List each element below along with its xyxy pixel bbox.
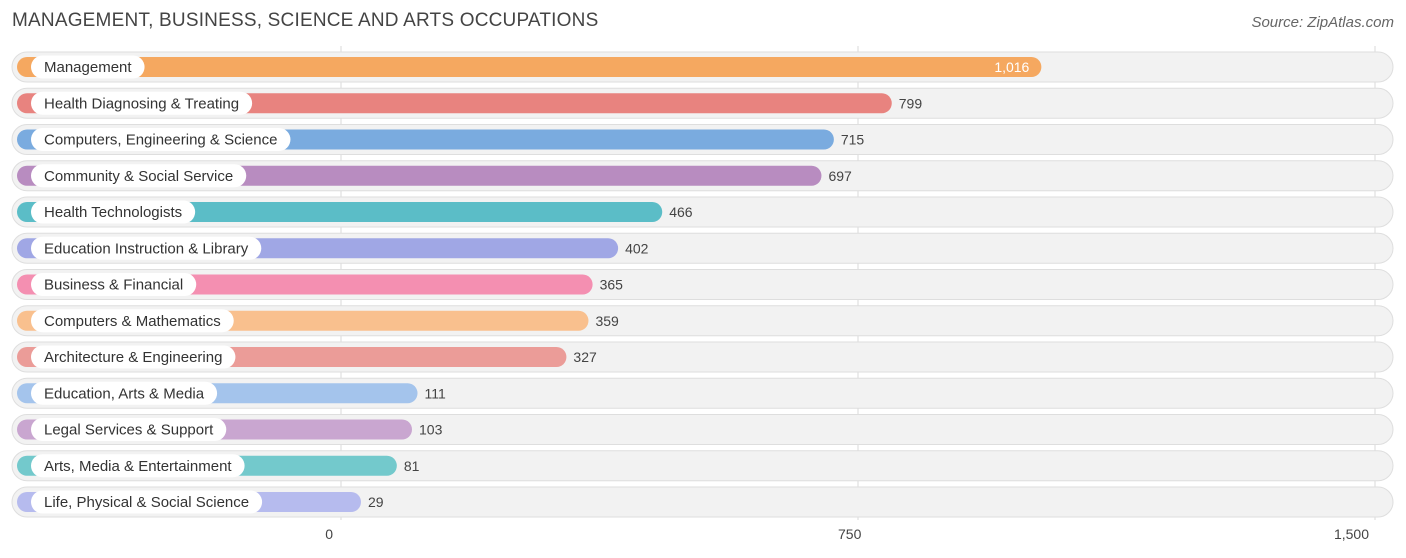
category-label: Architecture & Engineering xyxy=(44,349,222,366)
category-pill xyxy=(31,490,263,514)
category-pill xyxy=(31,128,291,151)
category-pill xyxy=(31,345,236,369)
bar-row: Computers & Mathematics 359 xyxy=(17,309,619,333)
category-pill xyxy=(31,309,234,333)
x-tick-label: 1,500 xyxy=(1334,526,1369,542)
bar-row: Management 1,016 xyxy=(17,55,1042,79)
category-label: Life, Physical & Social Science xyxy=(44,494,249,511)
bar-row: Computers, Engineering & Science 715 xyxy=(17,128,864,151)
category-pill xyxy=(31,454,245,478)
category-label: Business & Financial xyxy=(44,277,183,294)
x-tick-label: 0 xyxy=(325,526,333,542)
category-label: Computers & Mathematics xyxy=(44,313,221,330)
bar-row: Health Technologists 466 xyxy=(17,200,693,224)
value-label: 697 xyxy=(828,168,852,184)
chart-title: MANAGEMENT, BUSINESS, SCIENCE AND ARTS O… xyxy=(12,10,599,31)
category-pill xyxy=(31,418,227,441)
value-label: 111 xyxy=(425,385,446,401)
bar-row: Arts, Media & Entertainment 81 xyxy=(17,454,420,478)
value-label: 81 xyxy=(404,458,420,474)
value-label: 715 xyxy=(841,132,865,148)
bar-row: Education, Arts & Media 111 xyxy=(17,381,446,405)
bar-row: Community & Social Service 697 xyxy=(17,164,852,188)
value-label: 29 xyxy=(368,494,384,510)
bar-row: Business & Financial 365 xyxy=(17,273,623,296)
bar-row: Health Diagnosing & Treating 799 xyxy=(17,91,923,115)
category-label: Arts, Media & Entertainment xyxy=(44,458,232,475)
category-label: Computers, Engineering & Science xyxy=(44,132,277,149)
category-pill xyxy=(31,55,145,79)
value-label: 402 xyxy=(625,240,649,256)
category-pill xyxy=(31,273,197,296)
value-label: 103 xyxy=(419,422,443,438)
category-pill xyxy=(31,381,218,405)
category-label: Community & Social Service xyxy=(44,168,233,185)
source-credit: Source: ZipAtlas.com xyxy=(1251,14,1394,31)
bar-row: Life, Physical & Social Science 29 xyxy=(17,490,384,514)
category-label: Legal Services & Support xyxy=(44,422,214,439)
category-label: Education Instruction & Library xyxy=(44,240,249,257)
x-tick-label: 750 xyxy=(838,526,862,542)
category-pill xyxy=(31,236,262,260)
rows-layer: Management 1,016 Health Diagnosing & Treat… xyxy=(11,51,1394,518)
category-label: Health Diagnosing & Treating xyxy=(44,95,239,112)
category-pill xyxy=(31,200,196,224)
value-label: 327 xyxy=(573,349,597,365)
category-label: Management xyxy=(44,59,132,76)
bar-row: Architecture & Engineering 327 xyxy=(17,345,597,369)
x-axis: 0 750 1,500 xyxy=(325,526,1369,542)
category-pill xyxy=(31,164,247,188)
value-label: 359 xyxy=(595,313,619,329)
value-label: 799 xyxy=(899,95,923,111)
bar-row: Education Instruction & Library 402 xyxy=(17,236,649,260)
value-label: 365 xyxy=(600,277,624,293)
category-label: Health Technologists xyxy=(44,204,182,221)
bar xyxy=(17,57,1042,77)
category-label: Education, Arts & Media xyxy=(44,385,205,402)
bar-row: Legal Services & Support 103 xyxy=(17,418,443,441)
value-label: 466 xyxy=(669,204,693,220)
category-pill xyxy=(31,91,253,115)
value-label: 1,016 xyxy=(994,59,1029,75)
